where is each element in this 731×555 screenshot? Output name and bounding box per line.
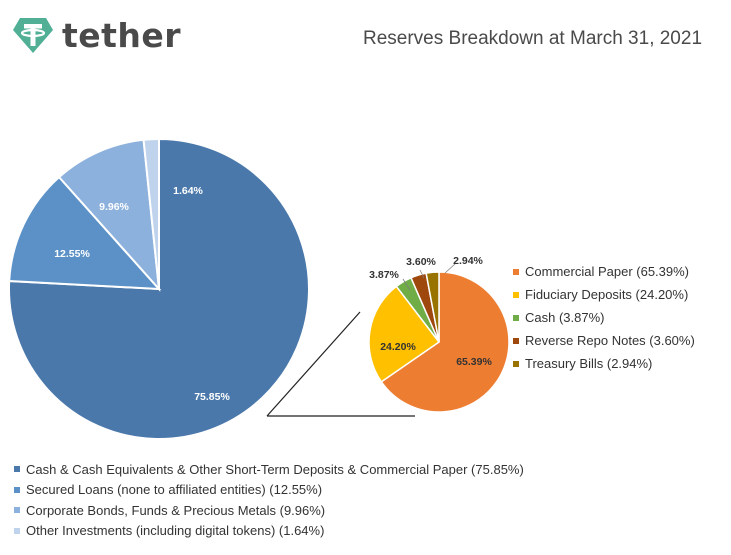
breakdown-legend-label: Fiduciary Deposits (24.20%)	[525, 287, 689, 302]
main-slice-3	[142, 137, 160, 290]
breakdown-data-label-1: 24.20%	[380, 341, 416, 353]
main-legend-swatch	[14, 527, 20, 534]
main-legend-item: Other Investments (including digital tok…	[14, 521, 524, 542]
breakdown-slice-4	[425, 271, 440, 343]
pie-connector-lines	[266, 263, 456, 417]
leader-line-2	[444, 263, 456, 274]
breakdown-data-label-0: 65.39%	[456, 356, 492, 368]
leader-line-1	[419, 269, 425, 279]
main-data-label-2: 9.96%	[99, 201, 129, 213]
breakdown-legend-label: Reverse Repo Notes (3.60%)	[525, 333, 695, 348]
breakdown-pie-chart	[368, 271, 510, 413]
breakdown-data-label-4: 2.94%	[453, 255, 483, 267]
breakdown-legend-swatch	[513, 337, 519, 344]
logo: tether	[12, 14, 181, 56]
breakdown-legend-item: Fiduciary Deposits (24.20%)	[513, 283, 695, 306]
leader-line-0	[402, 278, 411, 291]
breakdown-data-label-3: 3.60%	[406, 256, 436, 268]
breakdown-legend-label: Commercial Paper (65.39%)	[525, 264, 690, 279]
pie-data-labels: 75.85% 12.55% 9.96% 1.64% 65.39% 24.20% 3.87% 3…	[54, 185, 492, 403]
breakdown-legend-swatch	[513, 360, 519, 367]
breakdown-data-label-2: 3.87%	[369, 269, 399, 281]
main-legend-swatch	[14, 466, 20, 473]
breakdown-legend-item: Treasury Bills (2.94%)	[513, 352, 695, 375]
main-pie-legend: Cash & Cash Equivalents & Other Short-Te…	[14, 459, 524, 541]
main-legend-label: Cash & Cash Equivalents & Other Short-Te…	[26, 461, 524, 477]
main-data-label-1: 12.55%	[54, 248, 90, 260]
main-data-label-3: 1.64%	[173, 185, 203, 197]
breakdown-legend-label: Treasury Bills (2.94%)	[525, 356, 653, 371]
page-title: Reserves Breakdown at March 31, 2021	[363, 28, 703, 49]
main-legend-label: Other Investments (including digital tok…	[26, 523, 325, 539]
main-data-label-0: 75.85%	[194, 391, 230, 403]
main-legend-swatch	[14, 486, 20, 493]
breakdown-slice-0	[380, 271, 510, 413]
zoom-connector-line-0	[266, 311, 361, 417]
main-slice-2	[57, 138, 161, 292]
breakdown-legend-label: Cash (3.87%)	[525, 310, 605, 325]
breakdown-slice-1	[368, 285, 441, 383]
main-legend-swatch	[14, 507, 20, 514]
breakdown-pie-legend: Commercial Paper (65.39%) Fiduciary Depos…	[513, 260, 695, 375]
breakdown-legend-swatch	[513, 268, 519, 275]
breakdown-legend-item: Commercial Paper (65.39%)	[513, 260, 695, 283]
main-legend-item: Cash & Cash Equivalents & Other Short-Te…	[14, 459, 524, 480]
main-legend-label: Corporate Bonds, Funds & Precious Metals…	[26, 502, 326, 518]
breakdown-legend-swatch	[513, 314, 519, 321]
main-legend-item: Corporate Bonds, Funds & Precious Metals…	[14, 500, 524, 521]
tether-logo-icon	[13, 18, 53, 53]
main-slice-1	[8, 175, 162, 291]
breakdown-legend-item: Reverse Repo Notes (3.60%)	[513, 329, 695, 352]
main-legend-label: Secured Loans (none to affiliated entiti…	[26, 482, 323, 498]
main-slice-0	[8, 137, 310, 440]
logo-text: tether	[62, 15, 182, 55]
main-pie-chart	[8, 137, 310, 440]
breakdown-legend-item: Cash (3.87%)	[513, 306, 695, 329]
main-legend-item: Secured Loans (none to affiliated entiti…	[14, 480, 524, 501]
breakdown-legend-swatch	[513, 291, 519, 298]
